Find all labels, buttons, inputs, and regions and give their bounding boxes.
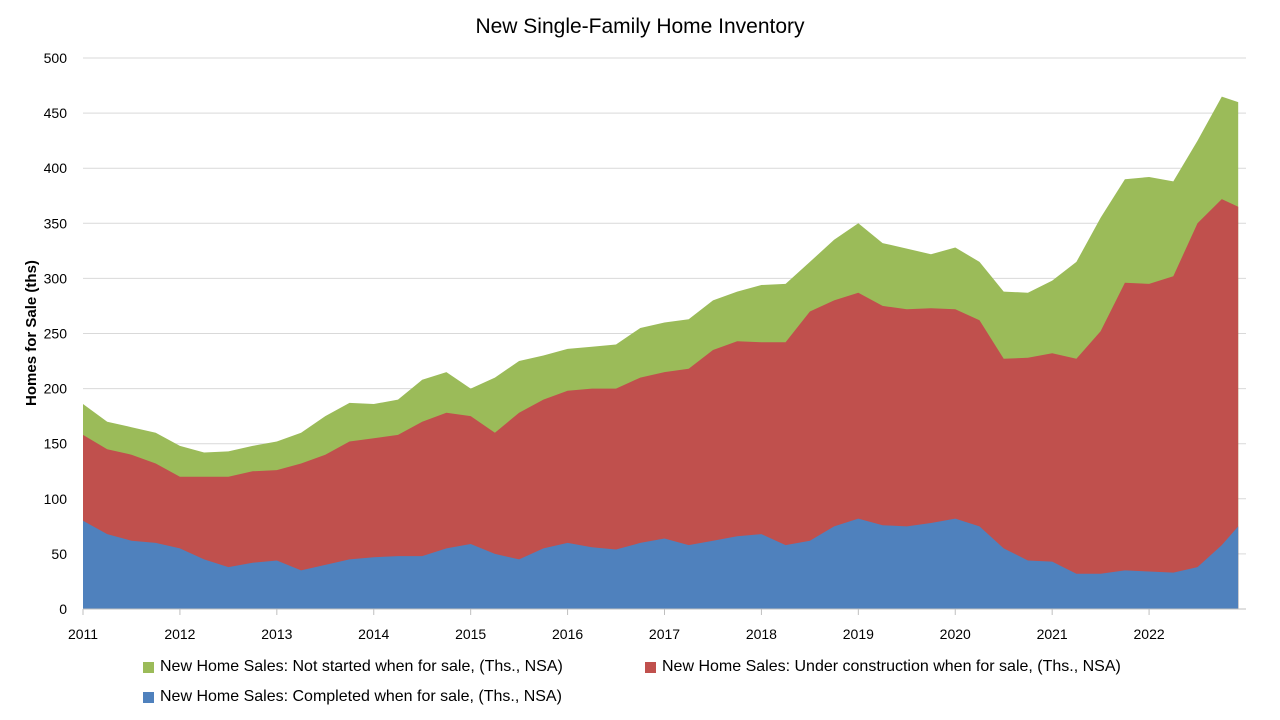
y-tick-150: 150 (44, 436, 68, 452)
y-tick-0: 0 (59, 601, 67, 617)
x-tick-labels: 2011 2012 2013 2014 2015 2016 2017 2018 2019 2020… (68, 609, 1165, 642)
x-tick-2017: 2017 (649, 626, 680, 642)
y-tick-250: 250 (44, 326, 68, 342)
y-tick-50: 50 (51, 546, 67, 562)
y-tick-300: 300 (44, 270, 68, 286)
area-series (83, 96, 1239, 610)
x-tick-2015: 2015 (455, 626, 486, 642)
x-tick-2022: 2022 (1134, 626, 1165, 642)
x-tick-2012: 2012 (164, 626, 195, 642)
y-tick-450: 450 (44, 105, 68, 121)
legend-swatch-under-construction (645, 661, 656, 673)
y-tick-200: 200 (44, 381, 68, 397)
x-tick-2020: 2020 (940, 626, 971, 642)
y-tick-350: 350 (44, 215, 68, 231)
y-axis-label: Homes for Sale (ths) (23, 260, 40, 406)
legend-label-completed: New Home Sales: Completed when for sale,… (160, 688, 562, 705)
area-series-1 (83, 199, 1239, 609)
y-tick-100: 100 (44, 491, 68, 507)
legend-item-completed: New Home Sales: Completed when for sale,… (143, 688, 562, 706)
legend-label-not-started: New Home Sales: Not started when for sal… (160, 658, 563, 675)
legend-swatch-not-started (143, 661, 154, 673)
legend-item-not-started: New Home Sales: Not started when for sal… (143, 658, 563, 676)
legend-swatch-completed (143, 691, 154, 703)
area-series-0 (83, 518, 1239, 609)
chart-title: New Single-Family Home Inventory (475, 15, 805, 38)
x-tick-2014: 2014 (358, 626, 389, 642)
y-tick-labels: 0 50 100 150 200 250 300 350 400 450 500 (44, 50, 68, 617)
legend-label-under-construction: New Home Sales: Under construction when … (662, 658, 1121, 675)
y-tick-400: 400 (44, 160, 68, 176)
x-tick-2011: 2011 (68, 626, 98, 642)
x-tick-2013: 2013 (261, 626, 292, 642)
x-tick-2019: 2019 (843, 626, 874, 642)
x-tick-2021: 2021 (1037, 626, 1068, 642)
y-tick-500: 500 (44, 50, 68, 66)
legend-item-under-construction: New Home Sales: Under construction when … (645, 658, 1121, 676)
x-tick-2016: 2016 (552, 626, 583, 642)
x-tick-2018: 2018 (746, 626, 777, 642)
